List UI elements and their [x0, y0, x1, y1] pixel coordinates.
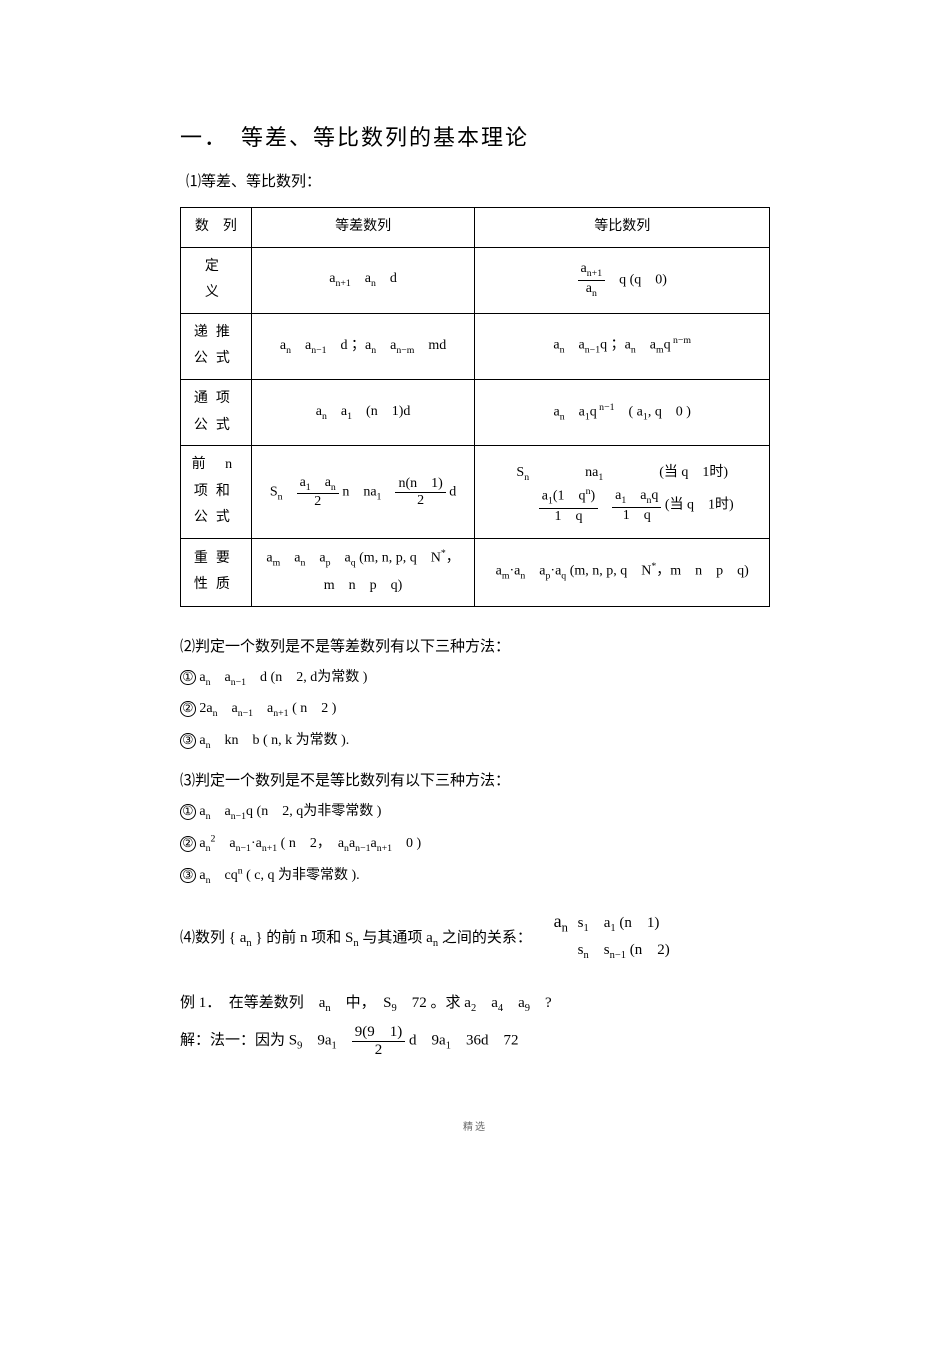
table-row: 重要性质am an ap aq (m, n, p, q N*，m n p q)a…: [181, 538, 770, 606]
th-geo: 等比数列: [475, 208, 770, 248]
row-label: 递推公式: [181, 313, 252, 379]
row-label: 前 n 项和公式: [181, 446, 252, 539]
table-row: 定 义an+1 an dan+1an q (q 0): [181, 247, 770, 313]
cell-geo: Sn na1 (当 q 1时) a1(1 qn)1 q a1 anq1 q (当…: [475, 446, 770, 539]
cell-arith: am an ap aq (m, n, p, q N*，m n p q): [251, 538, 475, 606]
geo-test-2: ② an2 an−1·an+1 ( n 2， anan−1an+1 0 ): [180, 832, 770, 854]
page-title: 一． 等差、等比数列的基本理论: [180, 120, 770, 152]
cell-arith: Sn a1 an2 n na1 n(n 1)2 d: [251, 446, 475, 539]
cell-arith: an+1 an d: [251, 247, 475, 313]
row-label: 重要性质: [181, 538, 252, 606]
th-kind: 数 列: [181, 208, 252, 248]
table-header-row: 数 列 等差数列 等比数列: [181, 208, 770, 248]
arith-test-1: ① an an−1 d (n 2, d为常数 ): [180, 666, 770, 688]
cell-arith: an an−1 d ；an an−m md: [251, 313, 475, 379]
cell-arith: an a1 (n 1)d: [251, 379, 475, 445]
arith-test-2: ② 2an an−1 an+1 ( n 2 ): [180, 697, 770, 719]
section-2-label: ⑵判定一个数列是不是等差数列有以下三种方法：: [180, 635, 770, 656]
sn-an-relation: ⑷数列 { an } 的前 n 项和 Sn 与其通项 an 之间的关系： an …: [180, 911, 770, 965]
geo-test-3: ③ an cqn ( c, q 为非零常数 ).: [180, 864, 770, 886]
geo-test-1: ① an an−1q (n 2, q为非零常数 ): [180, 800, 770, 822]
th-arith: 等差数列: [251, 208, 475, 248]
example-1-solution: 解：法一：因为 S9 9a1 9(9 1)2 d 9a1 36d 72: [180, 1024, 770, 1058]
row-label: 通项公式: [181, 379, 252, 445]
example-1: 例 1． 在等差数列 an 中， S9 72 。求 a2 a4 a9 ?: [180, 991, 770, 1014]
section-1-label: ⑴等差、等比数列：: [186, 170, 770, 191]
cell-geo: an+1an q (q 0): [475, 247, 770, 313]
table-row: 前 n 项和公式Sn a1 an2 n na1 n(n 1)2 dSn na1 …: [181, 446, 770, 539]
table-row: 通项公式an a1 (n 1)dan a1q n−1 ( a1, q 0 ): [181, 379, 770, 445]
page-footer: 精选: [180, 1118, 770, 1133]
row-label: 定 义: [181, 247, 252, 313]
cell-geo: am·an ap·aq (m, n, p, q N*，m n p q): [475, 538, 770, 606]
table-row: 递推公式an an−1 d ；an an−m mdan an−1q ；an am…: [181, 313, 770, 379]
cell-geo: an a1q n−1 ( a1, q 0 ): [475, 379, 770, 445]
arith-test-3: ③ an kn b ( n, k 为常数 ).: [180, 729, 770, 751]
comparison-table: 数 列 等差数列 等比数列 定 义an+1 an dan+1an q (q 0)…: [180, 207, 770, 607]
section-3-label: ⑶判定一个数列是不是等比数列有以下三种方法：: [180, 769, 770, 790]
cell-geo: an an−1q ；an amq n−m: [475, 313, 770, 379]
